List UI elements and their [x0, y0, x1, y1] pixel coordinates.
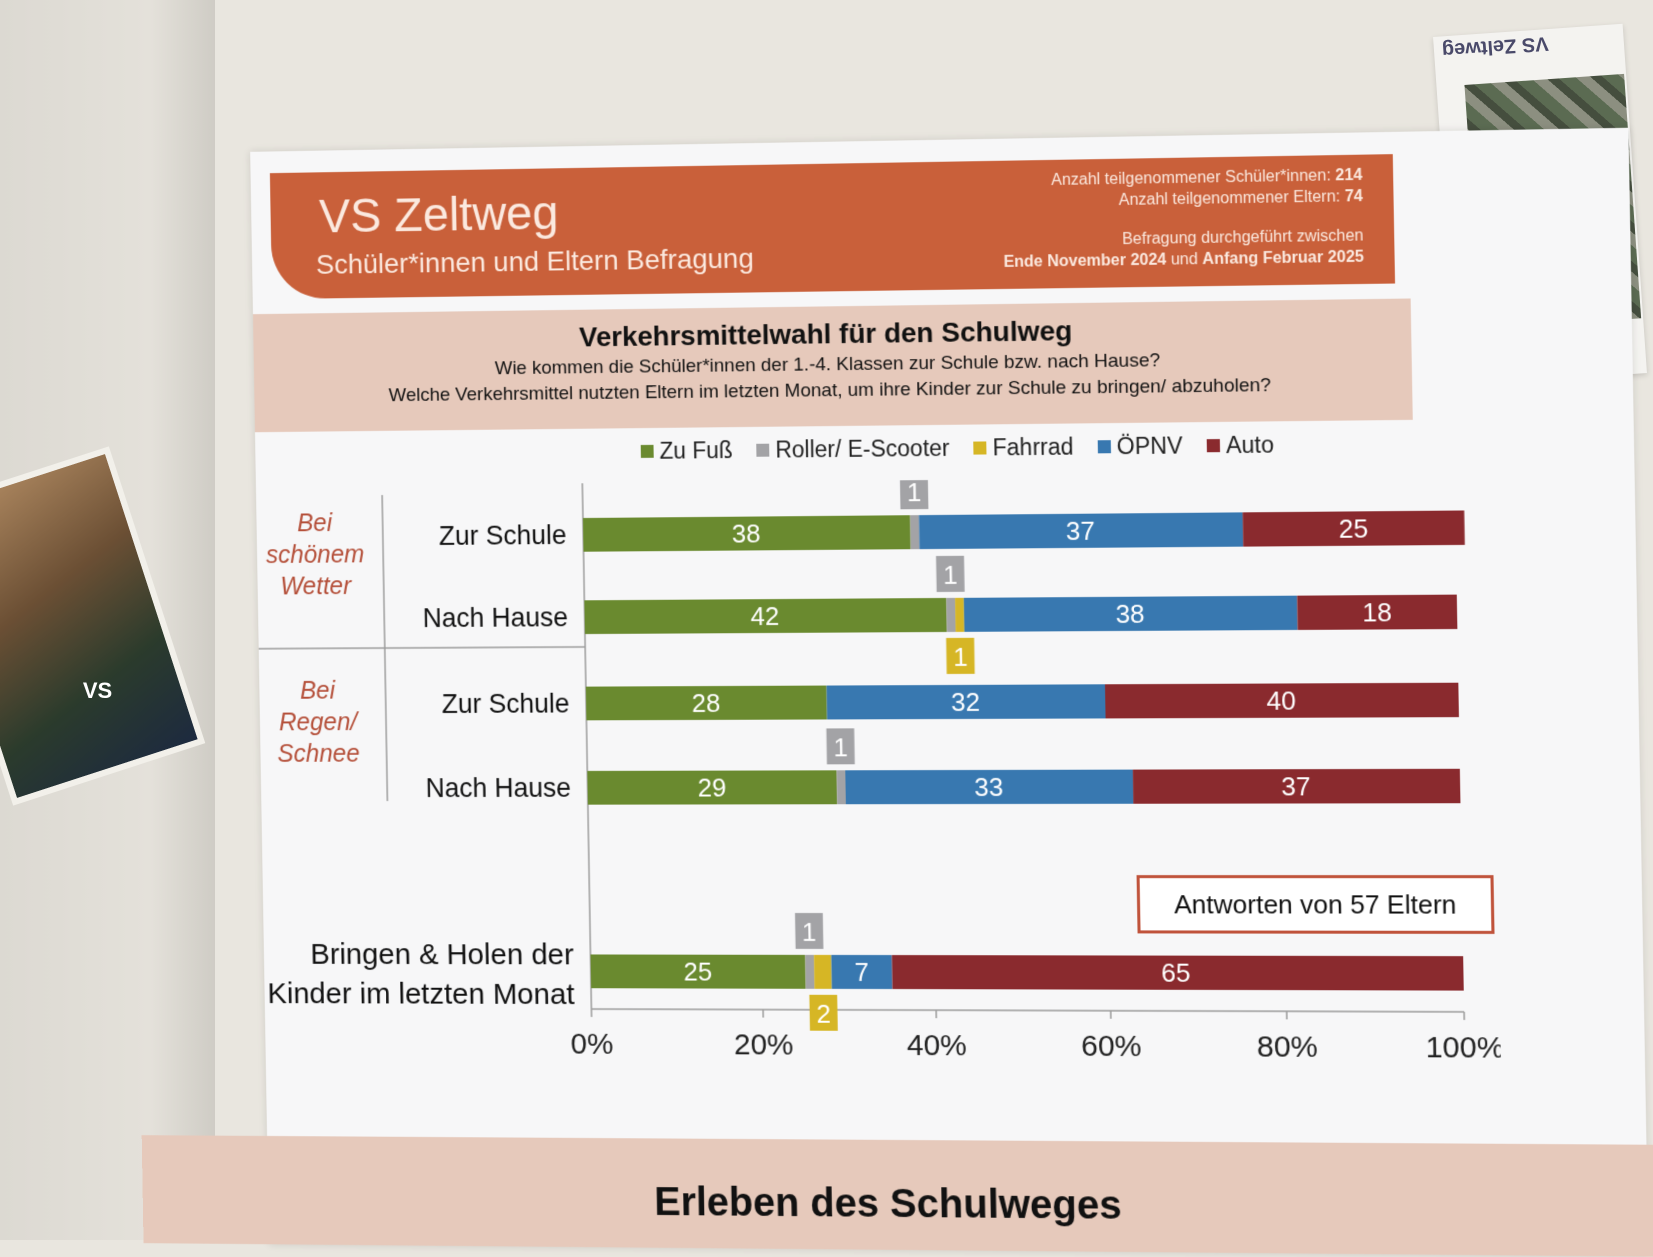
- group-label: Wetter: [280, 573, 353, 600]
- category-label: Nach Hause: [422, 602, 568, 633]
- callout-label-roller-e-scooter: 1: [833, 734, 848, 762]
- legend-label: Auto: [1226, 431, 1274, 459]
- x-tick-label: 60%: [1081, 1029, 1142, 1063]
- poster-header: VS Zeltweg Schüler*innen und Eltern Befr…: [270, 154, 1395, 299]
- category-label: Nach Hause: [425, 773, 571, 803]
- x-tick-label: 80%: [1257, 1030, 1319, 1064]
- data-label-zu-fuß: 28: [692, 690, 721, 718]
- callout-label-roller-e-scooter: 1: [943, 562, 958, 590]
- data-label-auto: 25: [1338, 515, 1368, 544]
- data-label-zu-fuß: 38: [732, 520, 761, 548]
- side-handout-title: VS Zeltweg: [1441, 31, 1549, 61]
- data-label-zu-fuß: 25: [683, 958, 712, 986]
- data-label-öpnv: 37: [1066, 517, 1096, 546]
- bar-roller-e-scooter: [946, 598, 955, 632]
- category-label: Kinder im letzten Monat: [267, 977, 575, 1011]
- next-section-heading: Erleben des Schulweges: [654, 1180, 1122, 1228]
- legend-swatch: [974, 441, 987, 454]
- x-tick-label: 40%: [907, 1029, 968, 1063]
- data-label-auto: 37: [1281, 773, 1311, 802]
- parents-label: Anzahl teilgenommener Eltern:: [1119, 188, 1341, 209]
- legend-item-fahrrad: Fahrrad: [973, 434, 1073, 462]
- period-end: Anfang Februar 2025: [1202, 249, 1364, 268]
- legend-label: Roller/ E-Scooter: [775, 435, 950, 464]
- students-label: Anzahl teilgenommener Schüler*innen:: [1051, 167, 1331, 189]
- data-label-öpnv: 7: [854, 959, 869, 987]
- category-label: Zur Schule: [441, 688, 569, 718]
- parents-note: Antworten von 57 Eltern: [1137, 875, 1495, 934]
- data-label-zu-fuß: 42: [750, 603, 779, 631]
- data-label-auto: 40: [1266, 687, 1296, 716]
- period-and: und: [1171, 251, 1198, 268]
- category-label: Zur Schule: [439, 520, 567, 551]
- period-start: Ende November 2024: [1003, 252, 1166, 271]
- callout-label-roller-e-scooter: 1: [802, 919, 817, 947]
- data-label-auto: 65: [1161, 959, 1191, 987]
- x-axis-line: [591, 1009, 1464, 1012]
- callout-label-fahrrad: 1: [953, 644, 968, 672]
- group-label: Bei: [297, 510, 334, 537]
- survey-meta: Anzahl teilgenommener Schüler*innen: 214…: [1002, 165, 1364, 273]
- data-label-öpnv: 32: [951, 689, 980, 717]
- survey-subtitle: Schüler*innen und Eltern Befragung: [316, 243, 754, 281]
- next-section-band: Erleben des Schulweges: [142, 1135, 1653, 1257]
- legend-label: Fahrrad: [992, 434, 1073, 462]
- legend-item-öpnv: ÖPNV: [1097, 432, 1182, 460]
- school-title: VS Zeltweg: [319, 186, 559, 244]
- data-label-auto: 18: [1362, 599, 1392, 628]
- legend-swatch: [756, 444, 769, 457]
- question-band: Verkehrsmittelwahl für den Schulweg Wie …: [253, 298, 1413, 432]
- callout-label-fahrrad: 2: [816, 1001, 831, 1029]
- group-label: Bei: [300, 678, 337, 705]
- bar-roller-e-scooter: [910, 515, 919, 549]
- x-tick-label: 0%: [570, 1028, 613, 1061]
- legend-label: Zu Fuß: [659, 437, 733, 465]
- group-label: Regen/: [279, 709, 361, 736]
- group-divider-horizontal: [256, 647, 585, 649]
- students-count: 214: [1335, 167, 1363, 185]
- poster-sheet: VS Zeltweg Schüler*innen und Eltern Befr…: [250, 128, 1648, 1257]
- group-label: Schnee: [277, 741, 360, 768]
- data-label-zu-fuß: 29: [697, 774, 726, 802]
- bar-fahrrad: [814, 955, 832, 989]
- bar-roller-e-scooter: [837, 770, 846, 804]
- data-label-öpnv: 33: [974, 774, 1003, 802]
- callout-label-roller-e-scooter: 1: [907, 479, 922, 507]
- stacked-bar-chart: 0% 20% 40% 60% 80% 100% Bei schönem Wetter Bei Reg…: [256, 475, 1502, 1144]
- category-label: Bringen & Holen der: [310, 938, 574, 971]
- legend-swatch: [641, 445, 654, 458]
- shirt-text: VS: [83, 678, 112, 704]
- x-tick-label: 20%: [734, 1028, 794, 1061]
- chart-legend: Zu Fuß Roller/ E-Scooter Fahrrad ÖPNV Auto: [641, 431, 1275, 464]
- data-label-öpnv: 38: [1115, 600, 1145, 629]
- legend-item-auto: Auto: [1207, 431, 1275, 459]
- legend-swatch: [1207, 439, 1220, 452]
- group-label: schönem: [266, 541, 365, 569]
- legend-item-zu-fuß: Zu Fuß: [641, 437, 733, 465]
- x-tick-label: 100%: [1425, 1031, 1502, 1065]
- legend-swatch: [1097, 440, 1110, 453]
- legend-item-roller-e-scooter: Roller/ E-Scooter: [756, 435, 950, 464]
- bar-roller-e-scooter: [805, 955, 814, 989]
- chart-axis-line: [582, 483, 591, 1009]
- bar-fahrrad: [955, 598, 964, 632]
- parents-count: 74: [1345, 188, 1363, 205]
- legend-label: ÖPNV: [1117, 432, 1183, 460]
